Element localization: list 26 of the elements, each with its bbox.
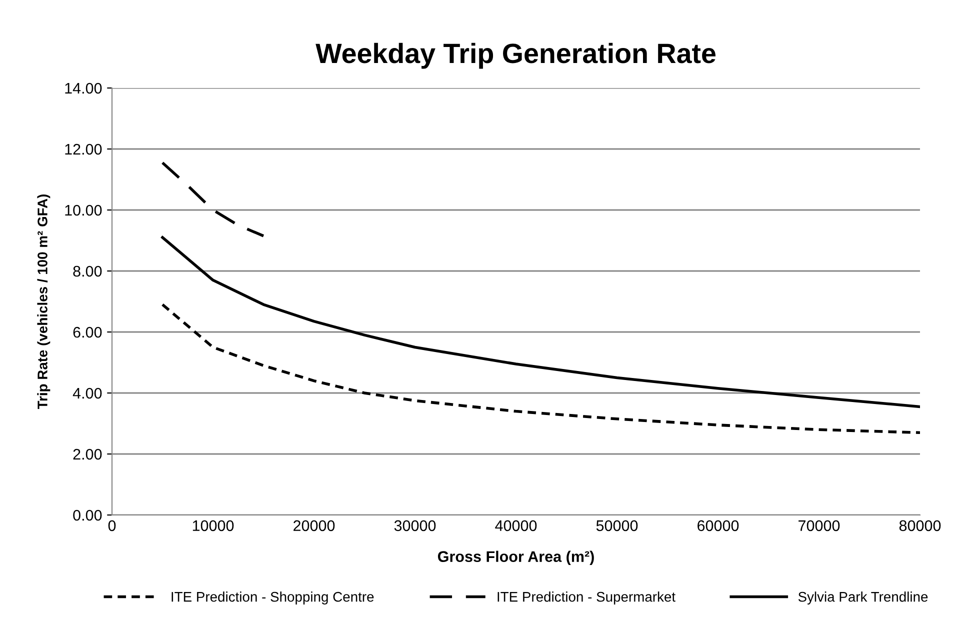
x-tick-label: 80000 <box>899 520 941 532</box>
x-tick-label: 10000 <box>192 520 234 532</box>
line-series <box>161 303 920 434</box>
y-tick-label: 10.00 <box>65 204 102 216</box>
legend-label: ITE Prediction - Supermarket <box>498 592 676 604</box>
chart-title: Weekday Trip Generation Rate <box>316 42 716 69</box>
y-tick-label: 2.00 <box>73 448 102 460</box>
y-axis-title: Trip Rate (vehicles / 100 m² GFA) <box>37 194 50 410</box>
y-tick-label: 0.00 <box>73 510 102 521</box>
legend-label: ITE Prediction - Shopping Centre <box>172 592 374 604</box>
x-tick-label: 70000 <box>798 520 840 532</box>
x-tick-label: 30000 <box>394 520 436 532</box>
y-tick-label: 8.00 <box>73 266 102 277</box>
x-tick-label: 20000 <box>294 520 335 532</box>
x-tick-label: 50000 <box>596 520 638 532</box>
y-tick-label: 12.00 <box>65 144 102 155</box>
y-tick-label: 14.00 <box>65 82 102 94</box>
y-tick-label: 6.00 <box>73 326 102 338</box>
line-series <box>161 161 265 238</box>
x-axis-title: Gross Floor Area (m²) <box>438 550 594 566</box>
x-tick-label: 40000 <box>495 520 537 532</box>
x-tick-label: 0 <box>108 520 116 532</box>
y-tick-label: 4.00 <box>72 388 102 399</box>
line-series <box>161 236 920 408</box>
x-tick-label: 60000 <box>698 520 739 532</box>
legend-label: Sylvia Park Trendline <box>798 592 928 604</box>
